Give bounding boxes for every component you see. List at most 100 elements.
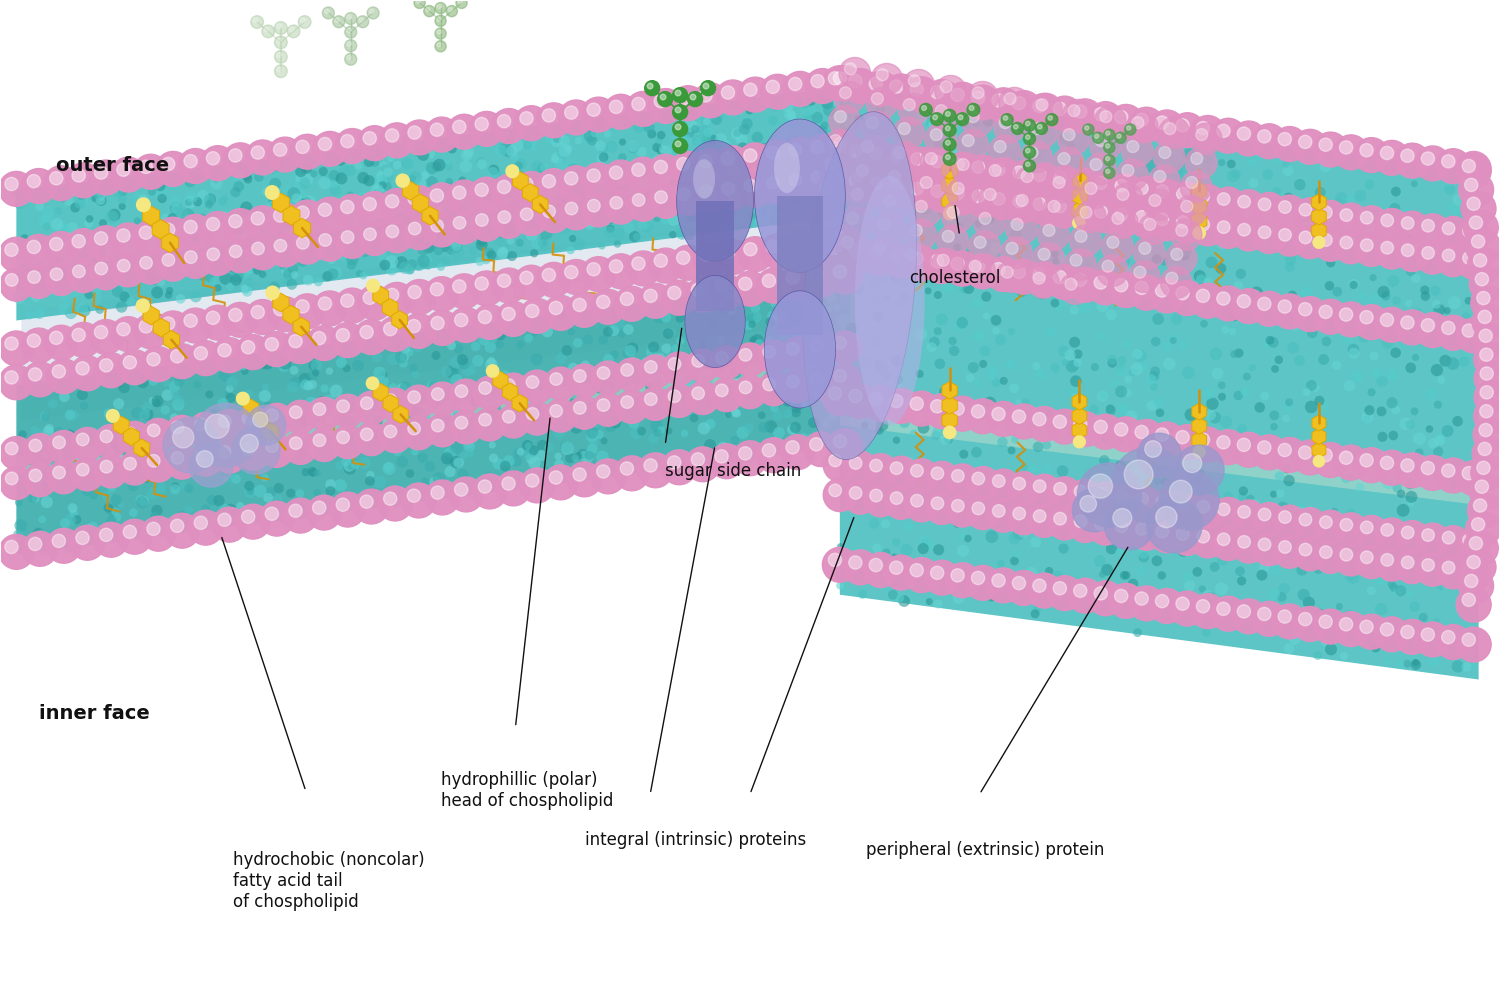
Circle shape	[252, 412, 268, 427]
Circle shape	[1030, 521, 1039, 531]
Circle shape	[1420, 628, 1434, 641]
Circle shape	[1292, 322, 1300, 331]
Circle shape	[633, 120, 645, 133]
Circle shape	[464, 487, 471, 494]
Circle shape	[938, 205, 950, 217]
Circle shape	[1068, 581, 1078, 592]
Circle shape	[171, 515, 182, 524]
Circle shape	[864, 171, 897, 205]
Circle shape	[368, 406, 376, 414]
Circle shape	[476, 183, 489, 196]
Circle shape	[279, 262, 286, 270]
Circle shape	[972, 161, 984, 173]
Circle shape	[297, 417, 307, 428]
Circle shape	[1005, 139, 1016, 149]
Circle shape	[1160, 147, 1172, 159]
Polygon shape	[942, 411, 957, 429]
Circle shape	[326, 208, 338, 219]
Circle shape	[134, 251, 168, 284]
Circle shape	[586, 430, 598, 442]
Circle shape	[871, 578, 882, 588]
Circle shape	[376, 170, 387, 181]
Circle shape	[100, 272, 108, 280]
Circle shape	[1100, 571, 1106, 578]
Circle shape	[806, 228, 840, 263]
Circle shape	[802, 156, 812, 165]
Circle shape	[1252, 503, 1286, 536]
Circle shape	[782, 158, 794, 170]
Circle shape	[951, 470, 964, 482]
Circle shape	[774, 314, 784, 323]
Circle shape	[1149, 589, 1185, 623]
Circle shape	[1070, 375, 1082, 387]
Circle shape	[855, 497, 865, 508]
Circle shape	[573, 370, 586, 382]
Circle shape	[1286, 254, 1296, 265]
Circle shape	[368, 152, 378, 162]
Circle shape	[804, 432, 838, 467]
Circle shape	[1128, 261, 1160, 292]
Circle shape	[531, 177, 543, 190]
Circle shape	[165, 453, 176, 463]
Circle shape	[726, 307, 735, 316]
Circle shape	[1212, 215, 1245, 248]
Circle shape	[904, 150, 915, 160]
Circle shape	[1312, 563, 1324, 574]
Circle shape	[876, 419, 888, 431]
Circle shape	[1454, 323, 1466, 335]
Circle shape	[424, 277, 459, 312]
Circle shape	[742, 453, 754, 464]
Circle shape	[806, 434, 813, 442]
Circle shape	[760, 234, 795, 269]
Circle shape	[945, 425, 956, 434]
Circle shape	[792, 136, 800, 143]
Circle shape	[399, 497, 410, 507]
Circle shape	[788, 424, 798, 435]
Circle shape	[308, 380, 316, 389]
Circle shape	[891, 355, 902, 367]
Circle shape	[376, 223, 386, 232]
Circle shape	[972, 297, 982, 309]
Circle shape	[621, 364, 633, 376]
Circle shape	[1016, 186, 1026, 197]
Circle shape	[556, 405, 568, 416]
Circle shape	[209, 512, 219, 523]
Circle shape	[162, 234, 174, 245]
Circle shape	[117, 350, 152, 385]
Circle shape	[1353, 311, 1364, 322]
Polygon shape	[1072, 187, 1088, 205]
Circle shape	[28, 537, 42, 551]
Circle shape	[442, 455, 452, 463]
Circle shape	[1028, 262, 1062, 297]
Circle shape	[910, 430, 918, 437]
Circle shape	[1152, 556, 1162, 566]
Circle shape	[66, 229, 100, 264]
Circle shape	[748, 321, 756, 328]
Circle shape	[531, 353, 543, 365]
Circle shape	[573, 311, 580, 318]
Circle shape	[288, 187, 300, 200]
Circle shape	[100, 460, 112, 473]
Circle shape	[717, 336, 726, 345]
Circle shape	[1472, 304, 1500, 339]
Circle shape	[928, 120, 938, 130]
Circle shape	[393, 448, 402, 456]
Circle shape	[1216, 292, 1230, 305]
Circle shape	[1392, 405, 1401, 414]
Circle shape	[890, 200, 898, 208]
Circle shape	[1065, 249, 1096, 280]
Circle shape	[340, 200, 354, 214]
Circle shape	[410, 198, 420, 208]
Circle shape	[346, 459, 357, 470]
Circle shape	[408, 405, 420, 417]
Circle shape	[381, 224, 393, 235]
Circle shape	[1278, 511, 1292, 523]
Circle shape	[1374, 572, 1386, 585]
Circle shape	[1462, 534, 1476, 547]
Circle shape	[228, 412, 237, 420]
Circle shape	[1412, 642, 1419, 650]
Circle shape	[1106, 543, 1118, 554]
Circle shape	[374, 367, 386, 379]
Circle shape	[417, 149, 429, 161]
Circle shape	[954, 398, 966, 409]
